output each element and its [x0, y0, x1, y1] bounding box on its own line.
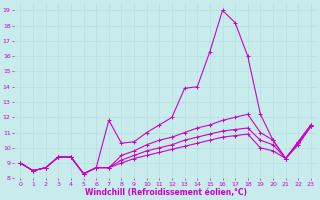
X-axis label: Windchill (Refroidissement éolien,°C): Windchill (Refroidissement éolien,°C) — [85, 188, 247, 197]
